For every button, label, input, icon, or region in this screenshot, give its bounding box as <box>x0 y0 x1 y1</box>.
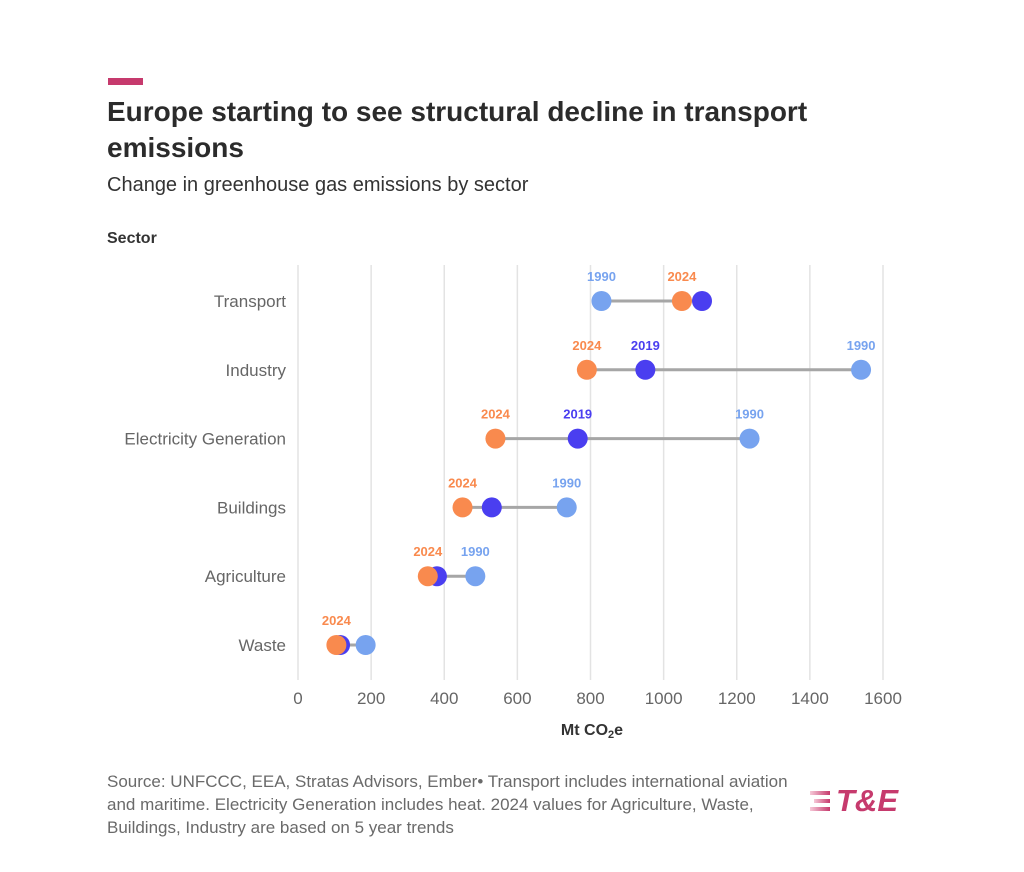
point-label-2024-transport: 2024 <box>667 269 697 284</box>
point-2024-industry <box>576 359 597 380</box>
x-tick-label-400: 400 <box>430 689 458 708</box>
accent-bar <box>108 78 143 85</box>
x-tick-label-1200: 1200 <box>718 689 756 708</box>
x-tick-label-800: 800 <box>576 689 604 708</box>
point-label-1990-electricity-generation: 1990 <box>735 407 764 422</box>
y-label-buildings: Buildings <box>217 498 286 517</box>
x-tick-label-0: 0 <box>293 689 302 708</box>
point-2024-buildings <box>452 497 473 518</box>
point-1990-waste <box>355 635 376 655</box>
point-1990-electricity-generation <box>739 428 760 449</box>
source-note: Source: UNFCCC, EEA, Stratas Advisors, E… <box>107 772 788 837</box>
x-tick-label-200: 200 <box>357 689 385 708</box>
point-2019-industry <box>635 359 656 380</box>
point-1990-transport <box>591 291 612 311</box>
point-label-1990-buildings: 1990 <box>552 475 581 490</box>
x-tick-label-1400: 1400 <box>791 689 829 708</box>
y-label-electricity-generation: Electricity Generation <box>124 430 286 449</box>
point-label-1990-transport: 1990 <box>587 269 616 284</box>
logo-stripes-icon <box>810 791 830 811</box>
x-tick-label-1000: 1000 <box>645 689 683 708</box>
point-2024-waste <box>326 635 347 655</box>
point-label-1990-industry: 1990 <box>847 338 876 353</box>
x-tick-label-600: 600 <box>503 689 531 708</box>
x-axis-title: Mt CO2e <box>560 722 624 741</box>
gridlines <box>297 265 884 680</box>
point-2024-agriculture <box>417 566 438 587</box>
point-labels: 1990 2024 2024 2019 1990 2024 2019 1990 2024 1990… <box>322 269 876 628</box>
chart-title: Europe starting to see structural declin… <box>107 96 808 163</box>
point-2024-transport <box>671 291 692 311</box>
y-label-industry: Industry <box>226 361 287 380</box>
point-label-2019-industry: 2019 <box>631 338 660 353</box>
point-label-2024-waste: 2024 <box>322 613 352 628</box>
point-label-2024-electricity-generation: 2024 <box>481 407 511 422</box>
te-logo: T&E <box>808 784 918 818</box>
x-tick-label-1600: 1600 <box>864 689 902 708</box>
logo-text: T&E <box>836 783 898 818</box>
point-label-2019-electricity-generation: 2019 <box>563 407 592 422</box>
y-label-agriculture: Agriculture <box>205 567 286 586</box>
point-label-2024-industry: 2024 <box>572 338 602 353</box>
point-label-2024-buildings: 2024 <box>448 475 478 490</box>
dumbbell-chart: 0 200 400 600 800 1000 1200 1400 1600 Transport I… <box>124 265 902 708</box>
point-2019-electricity-generation <box>567 428 588 449</box>
point-2024-electricity-generation <box>485 428 506 449</box>
data-points <box>326 291 872 655</box>
chart-subtitle: Change in greenhouse gas emissions by se… <box>107 174 529 196</box>
point-1990-industry <box>851 359 872 380</box>
y-category-labels: Transport Industry Electricity Generation B… <box>124 292 286 655</box>
point-2019-transport <box>692 291 713 311</box>
y-axis-title: Sector <box>107 230 157 247</box>
x-tick-labels: 0 200 400 600 800 1000 1200 1400 1600 <box>293 689 902 708</box>
point-1990-agriculture <box>465 566 486 587</box>
y-label-waste: Waste <box>238 636 286 655</box>
y-label-transport: Transport <box>214 292 286 311</box>
point-label-2024-agriculture: 2024 <box>413 544 443 559</box>
point-1990-buildings <box>556 497 577 518</box>
point-label-1990-agriculture: 1990 <box>461 544 490 559</box>
point-2019-buildings <box>481 497 502 518</box>
